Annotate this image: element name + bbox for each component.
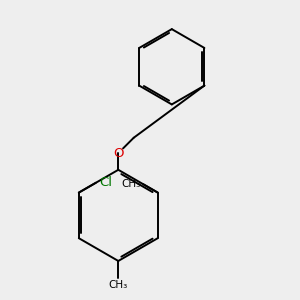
Text: Cl: Cl (99, 176, 112, 189)
Text: CH₃: CH₃ (109, 280, 128, 290)
Text: CH₃: CH₃ (121, 179, 141, 189)
Text: O: O (113, 147, 124, 160)
